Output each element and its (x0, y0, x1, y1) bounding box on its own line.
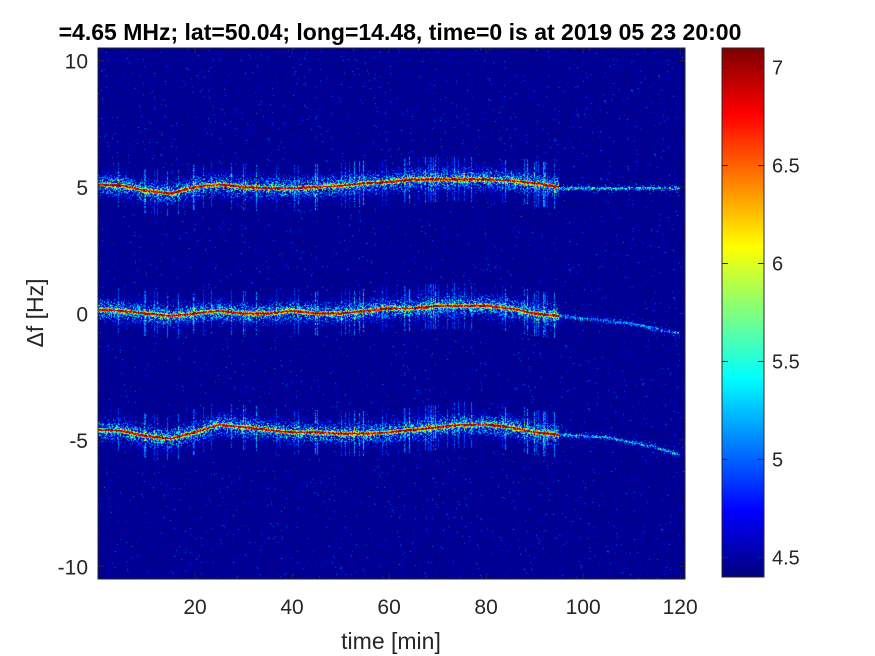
colorbar-frame (721, 47, 765, 578)
colorbar-tick-label: 4.5 (772, 547, 800, 569)
x-tick-label: 40 (280, 596, 303, 619)
colorbar-ticks: 4.5 5 5.5 6 6.5 7 (722, 58, 800, 569)
y-tick-label: -10 (58, 556, 88, 579)
x-tick-label: 80 (474, 596, 497, 619)
plot-area (98, 48, 685, 579)
colorbar (722, 48, 764, 577)
y-axis-label: Δf [Hz] (22, 278, 48, 347)
x-tick-label: 60 (377, 596, 400, 619)
x-tick-label: 20 (183, 596, 206, 619)
y-axis-ticks: -10 -5 0 5 10 (58, 51, 685, 579)
x-axis-ticks: 20 40 60 80 100 120 (183, 48, 698, 619)
colorbar-tick-label: 6.5 (772, 156, 800, 178)
y-tick-label: 5 (76, 177, 88, 200)
x-axis-label: time [min] (341, 628, 441, 654)
x-tick-label: 100 (566, 596, 601, 619)
spectrogram-image (98, 48, 685, 579)
colorbar-tick-label: 6 (772, 254, 783, 276)
x-tick-label: 120 (663, 596, 698, 619)
colorbar-tick-label: 5.5 (772, 351, 800, 373)
y-tick-label: 10 (65, 51, 88, 74)
colorbar-tick-label: 5 (772, 449, 783, 471)
chart-title: =4.65 MHz; lat=50.04; long=14.48, time=0… (59, 19, 742, 45)
colorbar-gradient (722, 48, 764, 577)
y-tick-label: -5 (69, 430, 88, 453)
colorbar-tick-label: 7 (772, 58, 783, 80)
y-tick-label: 0 (76, 304, 88, 327)
